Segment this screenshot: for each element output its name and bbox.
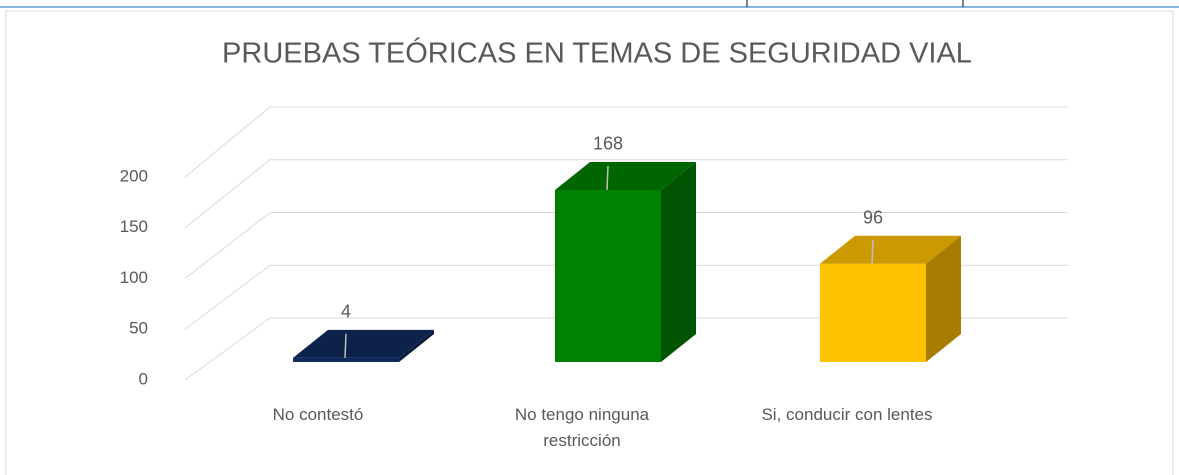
bar [293, 329, 434, 362]
data-label: 168 [593, 134, 623, 154]
grid-line [184, 106, 271, 178]
grid-line [184, 212, 271, 279]
leader-line [871, 239, 874, 264]
chart-title: PRUEBAS TEÓRICAS EN TEMAS DE SEGURIDAD V… [222, 37, 972, 70]
data-label: 96 [863, 207, 883, 227]
bar-top [555, 161, 696, 190]
y-tick-label: 50 [129, 319, 148, 338]
bar [820, 235, 961, 362]
y-tick-label: 150 [120, 217, 148, 236]
bar-side [661, 161, 696, 362]
leader-line [344, 333, 347, 358]
grid-line [184, 317, 271, 381]
y-tick-label: 200 [120, 166, 148, 185]
bar-top [293, 329, 434, 358]
bar-front [820, 263, 926, 362]
grid-line [184, 159, 271, 229]
bar-front [555, 189, 661, 362]
grid-line [184, 264, 271, 330]
x-tick-label: No contestó [272, 405, 364, 424]
x-tick-label: Si, conducir con lentes [761, 405, 933, 424]
bar-side [926, 235, 961, 362]
y-tick-label: 0 [139, 369, 148, 388]
data-label: 4 [341, 302, 351, 322]
y-tick-label: 100 [120, 268, 148, 287]
bar-side [399, 329, 434, 362]
chart-border [5, 10, 1174, 475]
bar [555, 161, 696, 362]
leader-line [606, 165, 609, 190]
bar-front [293, 357, 399, 362]
bar-top [820, 235, 961, 264]
x-tick-label: No tengo ninguna restricción [514, 405, 650, 450]
